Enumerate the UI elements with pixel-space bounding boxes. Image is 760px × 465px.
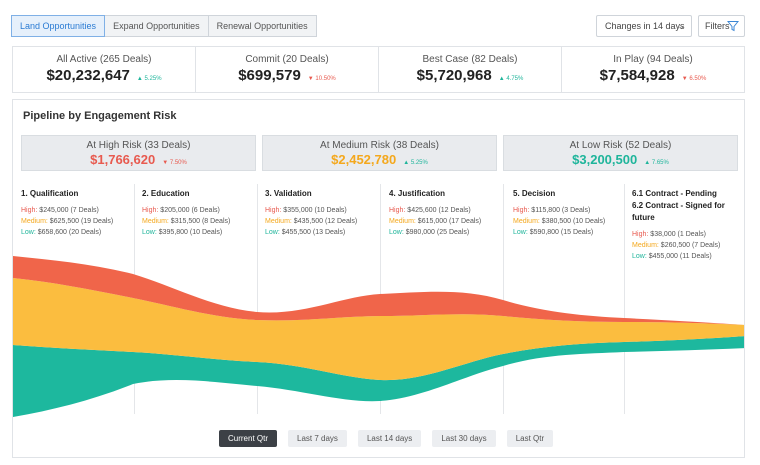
kpi-label: In Play (94 Deals) <box>613 54 693 65</box>
kpi-value: $20,232,647 <box>46 67 130 84</box>
stage-validation[interactable]: 3. Validation High: $355,000 (10 Deals) … <box>265 188 385 238</box>
risk-change: ▲ 7.65% <box>644 160 669 166</box>
stage-divider <box>503 184 504 414</box>
stage-medium: Medium: $260,500 (7 Deals) <box>632 242 721 249</box>
risk-high-card[interactable]: At High Risk (33 Deals) $1,766,620 ▼ 7.5… <box>21 135 256 171</box>
kpi-label: Commit (20 Deals) <box>245 54 329 65</box>
tab-expand-opportunities[interactable]: Expand Opportunities <box>104 15 209 37</box>
risk-value: $3,200,500 <box>572 152 638 167</box>
pipeline-panel: Pipeline by Engagement Risk At High Risk… <box>12 99 745 458</box>
kpi-best-case[interactable]: Best Case (82 Deals) $5,720,968 ▲ 4.75% <box>379 47 562 92</box>
filter-icon <box>727 21 739 32</box>
kpi-summary: All Active (265 Deals) $20,232,647 ▲ 5.2… <box>12 46 745 93</box>
stage-low: Low: $395,800 (10 Deals) <box>142 229 223 236</box>
arrow-down-icon: ▼ <box>162 160 169 166</box>
stage-low: Low: $455,000 (11 Deals) <box>632 253 712 260</box>
risk-label: At High Risk (33 Deals) <box>86 140 191 151</box>
stage-education[interactable]: 2. Education High: $205,000 (6 Deals) Me… <box>142 188 262 238</box>
high-risk-band <box>13 256 744 325</box>
kpi-change: ▲ 5.25% <box>136 76 162 82</box>
arrow-up-icon: ▲ <box>403 160 410 166</box>
panel-title: Pipeline by Engagement Risk <box>23 110 177 122</box>
risk-change: ▼ 7.50% <box>162 160 187 166</box>
stage-medium: Medium: $315,500 (8 Deals) <box>142 218 231 225</box>
filters-label: Filters <box>705 21 730 31</box>
arrow-down-icon: ▼ <box>681 76 688 82</box>
period-last-30-days[interactable]: Last 30 days <box>432 430 496 447</box>
stage-title: 3. Validation <box>265 189 312 198</box>
stage-title: 1. Qualification <box>21 189 79 198</box>
arrow-up-icon: ▲ <box>136 76 143 82</box>
opportunity-tabs: Land Opportunities Expand Opportunities … <box>11 15 317 37</box>
risk-medium-card[interactable]: At Medium Risk (38 Deals) $2,452,780 ▲ 5… <box>262 135 497 171</box>
filters-button[interactable]: Filters <box>698 15 745 37</box>
stage-qualification[interactable]: 1. Qualification High: $245,000 (7 Deals… <box>21 188 141 238</box>
stage-medium: Medium: $380,500 (10 Deals) <box>513 218 606 225</box>
period-last-14-days[interactable]: Last 14 days <box>357 430 422 447</box>
stage-low: Low: $980,000 (25 Deals) <box>389 229 470 236</box>
chevron-down-icon: ⌄ <box>677 21 685 31</box>
arrow-up-icon: ▲ <box>644 160 651 166</box>
risk-change: ▲ 5.25% <box>403 160 428 166</box>
stage-divider <box>257 184 258 414</box>
stage-high: High: $425,600 (12 Deals) <box>389 207 471 214</box>
kpi-change: ▲ 4.75% <box>498 76 524 82</box>
stage-contract[interactable]: 6.1 Contract - Pending 6.2 Contract - Si… <box>632 188 742 262</box>
stage-low: Low: $455,500 (13 Deals) <box>265 229 346 236</box>
stage-high: High: $355,000 (10 Deals) <box>265 207 347 214</box>
risk-label: At Low Risk (52 Deals) <box>569 140 672 151</box>
medium-risk-band <box>13 278 744 381</box>
stage-low: Low: $658,600 (20 Deals) <box>21 229 102 236</box>
stage-medium: Medium: $625,500 (19 Deals) <box>21 218 114 225</box>
stage-medium: Medium: $615,000 (17 Deals) <box>389 218 482 225</box>
arrow-down-icon: ▼ <box>307 76 314 82</box>
period-last-7-days[interactable]: Last 7 days <box>288 430 347 447</box>
stage-divider <box>624 184 625 414</box>
kpi-value: $5,720,968 <box>416 67 492 84</box>
stage-title: 6.1 Contract - Pending 6.2 Contract - Si… <box>632 189 725 222</box>
risk-low-card[interactable]: At Low Risk (52 Deals) $3,200,500 ▲ 7.65… <box>503 135 738 171</box>
risk-value: $2,452,780 <box>331 152 397 167</box>
risk-label: At Medium Risk (38 Deals) <box>320 140 439 151</box>
period-current-qtr[interactable]: Current Qtr <box>219 430 278 447</box>
kpi-change: ▼ 6.50% <box>681 76 707 82</box>
kpi-change: ▼ 10.50% <box>307 76 336 82</box>
kpi-commit[interactable]: Commit (20 Deals) $699,579 ▼ 10.50% <box>196 47 379 92</box>
tab-renewal-opportunities[interactable]: Renewal Opportunities <box>207 15 317 37</box>
stage-decision[interactable]: 5. Decision High: $115,800 (3 Deals) Med… <box>513 188 633 238</box>
tab-land-opportunities[interactable]: Land Opportunities <box>11 15 106 37</box>
kpi-label: Best Case (82 Deals) <box>422 54 518 65</box>
stage-low: Low: $590,800 (15 Deals) <box>513 229 594 236</box>
stage-title: 2. Education <box>142 189 190 198</box>
stage-high: High: $38,000 (1 Deals) <box>632 231 706 238</box>
stage-high: High: $245,000 (7 Deals) <box>21 207 99 214</box>
low-risk-band <box>13 336 744 417</box>
kpi-all-active[interactable]: All Active (265 Deals) $20,232,647 ▲ 5.2… <box>13 47 196 92</box>
stage-justification[interactable]: 4. Justification High: $425,600 (12 Deal… <box>389 188 509 238</box>
kpi-in-play[interactable]: In Play (94 Deals) $7,584,928 ▼ 6.50% <box>562 47 744 92</box>
stage-high: High: $115,800 (3 Deals) <box>513 207 591 214</box>
arrow-up-icon: ▲ <box>498 76 505 82</box>
stage-title: 4. Justification <box>389 189 446 198</box>
stage-title: 5. Decision <box>513 189 556 198</box>
kpi-value: $7,584,928 <box>599 67 675 84</box>
stage-medium: Medium: $435,500 (12 Deals) <box>265 218 358 225</box>
kpi-label: All Active (265 Deals) <box>56 54 152 65</box>
change-range-select[interactable]: Changes in 14 days ⌄ <box>596 15 692 37</box>
pipeline-flow-chart <box>13 256 744 417</box>
period-selector: Current Qtr Last 7 days Last 14 days Las… <box>219 430 554 447</box>
change-range-label: Changes in 14 days <box>605 21 685 31</box>
stage-high: High: $205,000 (6 Deals) <box>142 207 220 214</box>
period-last-qtr[interactable]: Last Qtr <box>506 430 554 447</box>
risk-value: $1,766,620 <box>90 152 156 167</box>
kpi-value: $699,579 <box>238 67 301 84</box>
